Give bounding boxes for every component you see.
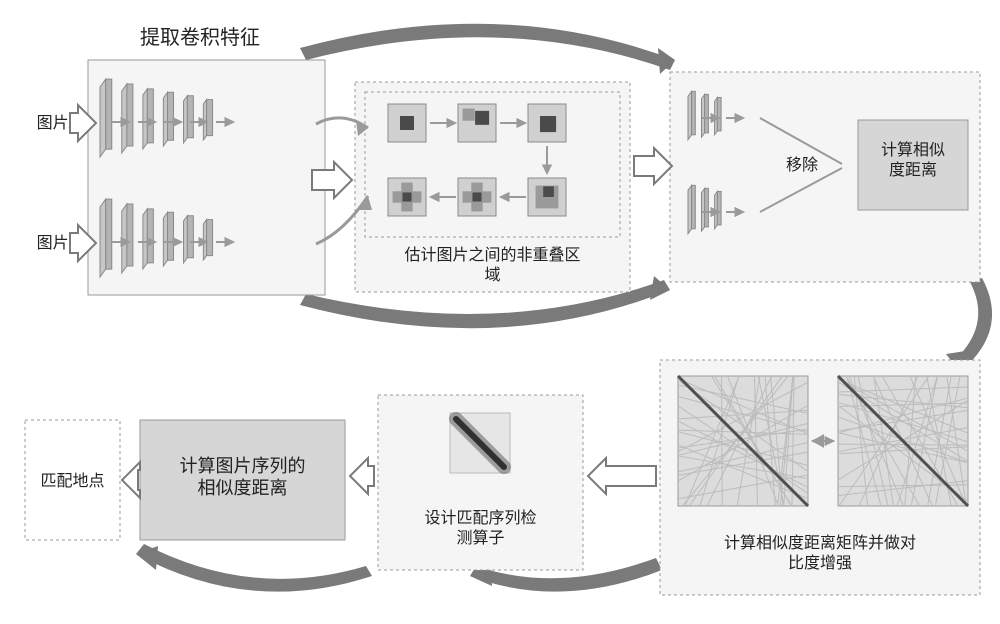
- cnn-layer: [688, 91, 692, 139]
- operator-swatch: [450, 413, 510, 473]
- title-extract: 提取卷积特征: [140, 26, 260, 49]
- tile-mark: [400, 116, 414, 130]
- cnn-layer-side: [717, 97, 721, 130]
- tile-mark: [475, 111, 489, 125]
- label: 计算相似度距离矩阵并做对: [724, 533, 916, 552]
- tile-mark: [540, 116, 556, 132]
- cnn-layer-side: [717, 191, 721, 224]
- cnn-layer: [688, 185, 692, 233]
- label: 比度增强: [788, 554, 852, 572]
- tile-mark: [402, 192, 411, 201]
- block-arrow: [350, 458, 374, 494]
- cnn-layer-side: [705, 94, 709, 132]
- tile-mark: [472, 192, 481, 201]
- cnn-layer-side: [692, 185, 696, 228]
- cnn-layer-side: [127, 204, 133, 266]
- matrix-noise: [722, 376, 723, 506]
- cnn-layer-side: [106, 199, 112, 269]
- tile-mark: [463, 109, 475, 121]
- label: 计算图片序列的: [180, 456, 306, 476]
- label-remove: 移除: [786, 156, 818, 174]
- label: 域: [484, 266, 500, 284]
- cnn-layer-side: [147, 209, 153, 263]
- cnn-layer-side: [187, 216, 193, 258]
- cnn-layer-side: [147, 89, 153, 143]
- cnn-layer: [184, 216, 188, 263]
- tile-mark: [543, 186, 554, 197]
- flow-arrow-head: [650, 276, 670, 300]
- label-match-place: 匹配地点: [40, 472, 104, 490]
- block-arrow: [634, 148, 672, 184]
- flow-arrow: [136, 544, 372, 592]
- cnn-layer-side: [106, 79, 112, 149]
- cnn-layer-side: [705, 188, 709, 226]
- cnn-layer: [100, 79, 106, 157]
- label: 相似度距离: [198, 478, 288, 498]
- cnn-layer: [184, 96, 188, 143]
- flow-arrow: [300, 24, 675, 70]
- cnn-layer-side: [692, 91, 696, 134]
- block-arrow: [588, 458, 656, 494]
- cnn-layer: [163, 92, 167, 146]
- cnn-layer-side: [187, 96, 193, 138]
- block-arrow: [122, 462, 140, 498]
- cnn-layer-side: [168, 212, 174, 260]
- flow-arrow-head: [658, 48, 675, 74]
- label: 度距离: [889, 161, 937, 179]
- cnn-layer-side: [207, 100, 213, 136]
- label: 测算子: [456, 528, 504, 547]
- cnn-layer-side: [127, 84, 133, 146]
- cnn-layer-side: [168, 92, 174, 140]
- cnn-layer: [100, 199, 106, 277]
- cnn-layer-side: [207, 220, 213, 256]
- label: 计算相似: [881, 140, 945, 159]
- label: 估计图片之间的非重叠区: [404, 246, 580, 264]
- cnn-layer: [163, 212, 167, 266]
- label: 设计匹配序列检: [424, 509, 536, 527]
